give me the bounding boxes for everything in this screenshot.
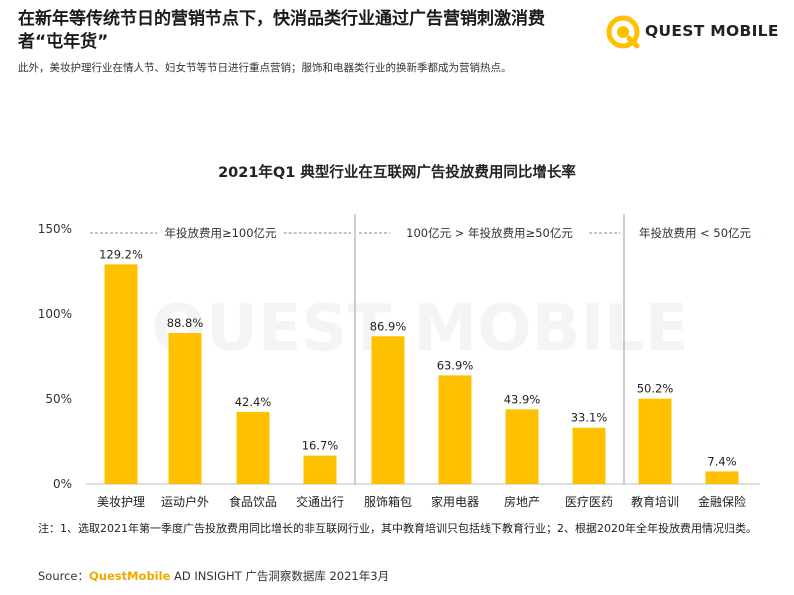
- y-tick-label: 50%: [45, 392, 72, 406]
- data-label: 88.8%: [167, 316, 204, 330]
- quest-mobile-logo-icon: [606, 15, 640, 49]
- y-tick-label: 150%: [38, 222, 72, 236]
- data-label: 42.4%: [235, 395, 272, 409]
- chart-title: 2021年Q1 典型行业在互联网广告投放费用同比增长率: [218, 165, 576, 181]
- y-tick-label: 100%: [38, 307, 72, 321]
- bar: [104, 264, 138, 484]
- quest-mobile-logo: QUEST MOBILE: [603, 12, 788, 52]
- bar: [572, 427, 606, 484]
- watermark-text: QUEST MOBILE: [151, 292, 688, 366]
- x-tick-label: 金融保险: [698, 494, 746, 509]
- data-label: 63.9%: [437, 358, 474, 372]
- x-tick-label: 房地产: [504, 494, 540, 509]
- bar: [168, 333, 202, 484]
- bar: [236, 411, 270, 484]
- data-label: 86.9%: [370, 319, 407, 333]
- bar: [705, 471, 739, 484]
- x-tick-label: 美妆护理: [97, 495, 145, 509]
- x-tick-label: 医疗医药: [565, 495, 613, 509]
- headline: 在新年等传统节日的营销节点下，快消品类行业通过广告营销刺激消费者“屯年货”: [18, 9, 545, 52]
- source-brand: QuestMobile: [89, 569, 171, 583]
- bar: [638, 398, 672, 484]
- x-tick-label: 服饰箱包: [364, 494, 412, 509]
- source-prefix: Source：: [38, 569, 89, 583]
- bar: [438, 375, 472, 484]
- data-label: 7.4%: [707, 454, 736, 468]
- source-detail: AD INSIGHT 广告洞察数据库 2021年3月: [170, 569, 390, 583]
- x-tick-label: 家用电器: [431, 494, 479, 509]
- data-label: 33.1%: [571, 411, 608, 425]
- bar: [371, 336, 405, 484]
- logo-text: QUEST MOBILE: [645, 22, 779, 40]
- data-label: 16.7%: [302, 439, 339, 453]
- bar: [303, 455, 337, 484]
- x-tick-label: 运动户外: [161, 494, 209, 509]
- y-tick-label: 0%: [53, 477, 72, 491]
- source-line: Source：QuestMobile AD INSIGHT 广告洞察数据库 20…: [38, 568, 389, 584]
- data-label: 50.2%: [637, 382, 674, 396]
- x-tick-label: 交通出行: [296, 494, 344, 509]
- footnote: 注：1、选取2021年第一季度广告投放费用同比增长的非互联网行业，其中教育培训只…: [38, 522, 757, 535]
- bar: [505, 409, 539, 484]
- group-label: 年投放费用 < 50亿元: [639, 226, 752, 240]
- group-label: 100亿元 > 年投放费用≥50亿元: [406, 226, 573, 240]
- subheadline: 此外，美妆护理行业在情人节、妇女节等节日进行重点营销；服饰和电器类行业的换新季都…: [18, 62, 512, 74]
- x-tick-label: 食品饮品: [229, 494, 277, 509]
- data-label: 129.2%: [99, 247, 143, 261]
- x-tick-label: 教育培训: [631, 494, 679, 509]
- data-label: 43.9%: [504, 392, 541, 406]
- group-label: 年投放费用≥100亿元: [164, 226, 277, 240]
